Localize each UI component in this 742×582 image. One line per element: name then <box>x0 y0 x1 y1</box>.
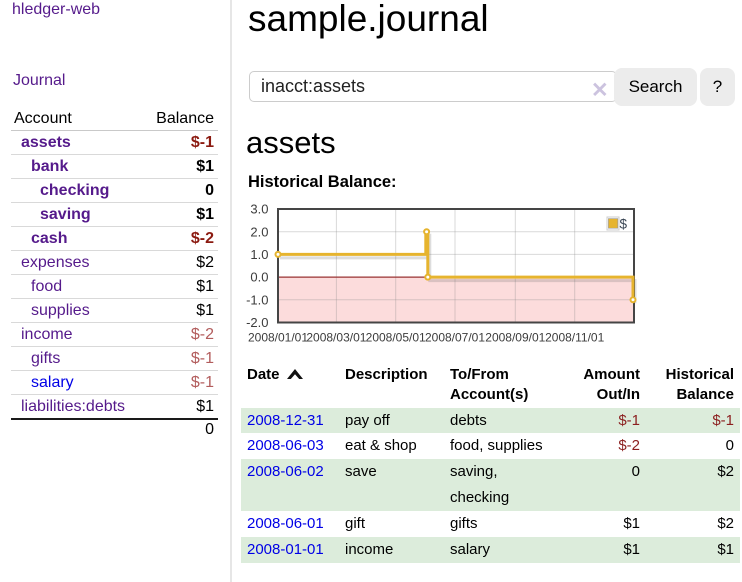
svg-text:$: $ <box>620 217 628 232</box>
svg-text:-2.0: -2.0 <box>246 315 268 330</box>
svg-text:2008/05/01: 2008/05/01 <box>366 331 426 345</box>
svg-text:0.0: 0.0 <box>250 270 268 285</box>
svg-text:-1.0: -1.0 <box>246 292 268 307</box>
svg-text:2008/11/01: 2008/11/01 <box>545 331 604 345</box>
svg-text:1.0: 1.0 <box>250 247 268 262</box>
svg-text:2008/07/01: 2008/07/01 <box>425 331 485 345</box>
svg-text:2008/09/01: 2008/09/01 <box>485 331 545 345</box>
svg-text:3.0: 3.0 <box>250 202 268 217</box>
svg-text:2008/03/01: 2008/03/01 <box>306 331 366 345</box>
svg-text:2008/01/01: 2008/01/01 <box>248 331 308 345</box>
svg-text:2.0: 2.0 <box>250 224 268 239</box>
